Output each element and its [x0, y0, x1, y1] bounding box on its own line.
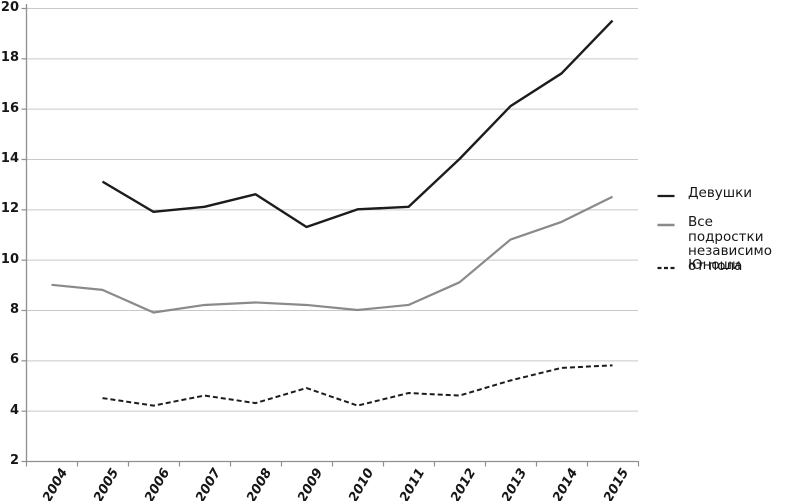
legend-label-boys: Юноши: [688, 257, 741, 273]
solid-dark-line-swatch-icon: [657, 194, 675, 198]
solid-gray-line-swatch-icon: [657, 223, 675, 227]
y-axis-label: 6: [9, 352, 19, 368]
dashed-dark-line-swatch-icon: [657, 266, 675, 270]
legend-label-all-teens: Все подростки независимо от пола: [688, 214, 772, 274]
series-line-girls: [101, 19, 614, 229]
legend-item-boys: Юноши: [657, 258, 741, 273]
series-line-boys: [102, 364, 613, 407]
legend-item-all-teens: Все подростки независимо от пола: [657, 215, 790, 273]
legend-label-girls: Девушки: [688, 185, 753, 201]
y-axis-label: 18: [0, 50, 19, 66]
series-line-all-teens: [51, 195, 613, 314]
legend-item-girls: Девушки: [657, 186, 752, 201]
y-axis-label: 2: [9, 453, 19, 468]
y-axis-label: 14: [0, 151, 19, 166]
y-axis-label: 10: [0, 251, 19, 267]
y-axis-label: 8: [9, 302, 19, 317]
y-axis-label: 4: [9, 402, 19, 418]
y-axis-label: 20: [0, 0, 19, 15]
y-axis-label: 12: [0, 201, 19, 217]
y-axis-label: 16: [0, 100, 19, 116]
